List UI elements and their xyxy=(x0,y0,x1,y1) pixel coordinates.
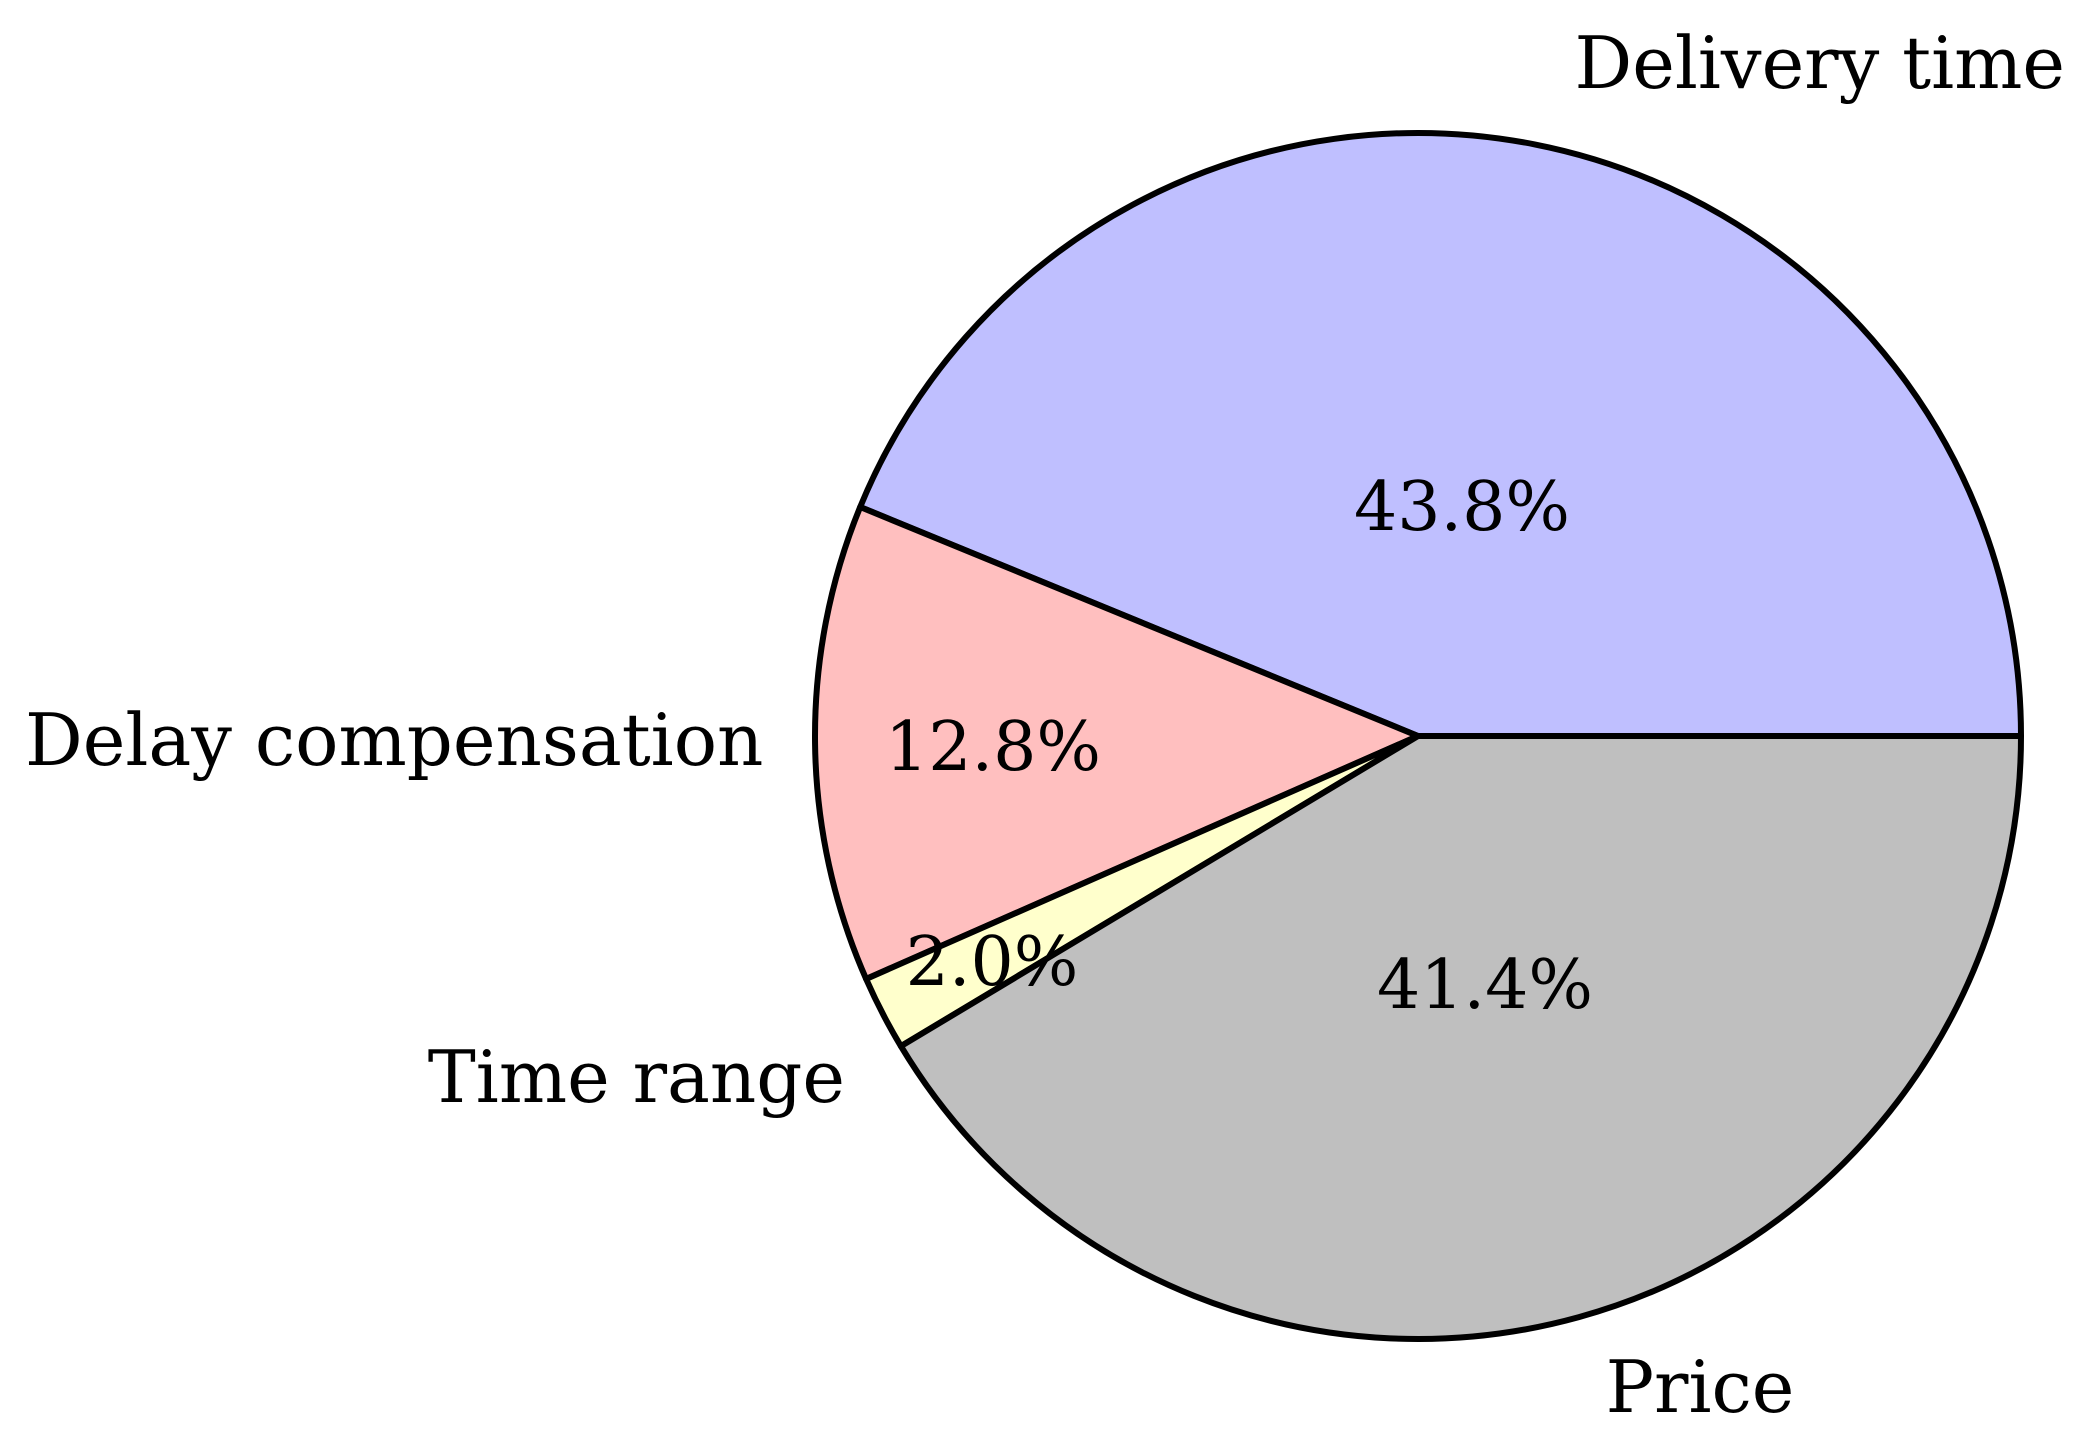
slice-label-delivery-time: Delivery time xyxy=(1575,21,2066,105)
slice-label-price: Price xyxy=(1606,1345,1795,1429)
pie-slices xyxy=(812,130,2024,1342)
slice-label-time-range: Time range xyxy=(428,1035,845,1119)
pie-slice-delay-compensation xyxy=(812,503,1421,982)
pie-slice-delivery-time xyxy=(857,130,2024,739)
percent-label-time-range: 2.0% xyxy=(906,923,1079,1002)
percent-label-delivery-time: 43.8% xyxy=(1354,468,1570,547)
pie-labels: Delivery time 43.8% Delay compensation 12.8… xyxy=(25,21,2065,1429)
pie-slice-price xyxy=(897,733,2024,1342)
slice-label-delay-compensation: Delay compensation xyxy=(25,698,763,782)
percent-label-price: 41.4% xyxy=(1377,946,1593,1025)
percent-label-delay-compensation: 12.8% xyxy=(885,708,1101,787)
